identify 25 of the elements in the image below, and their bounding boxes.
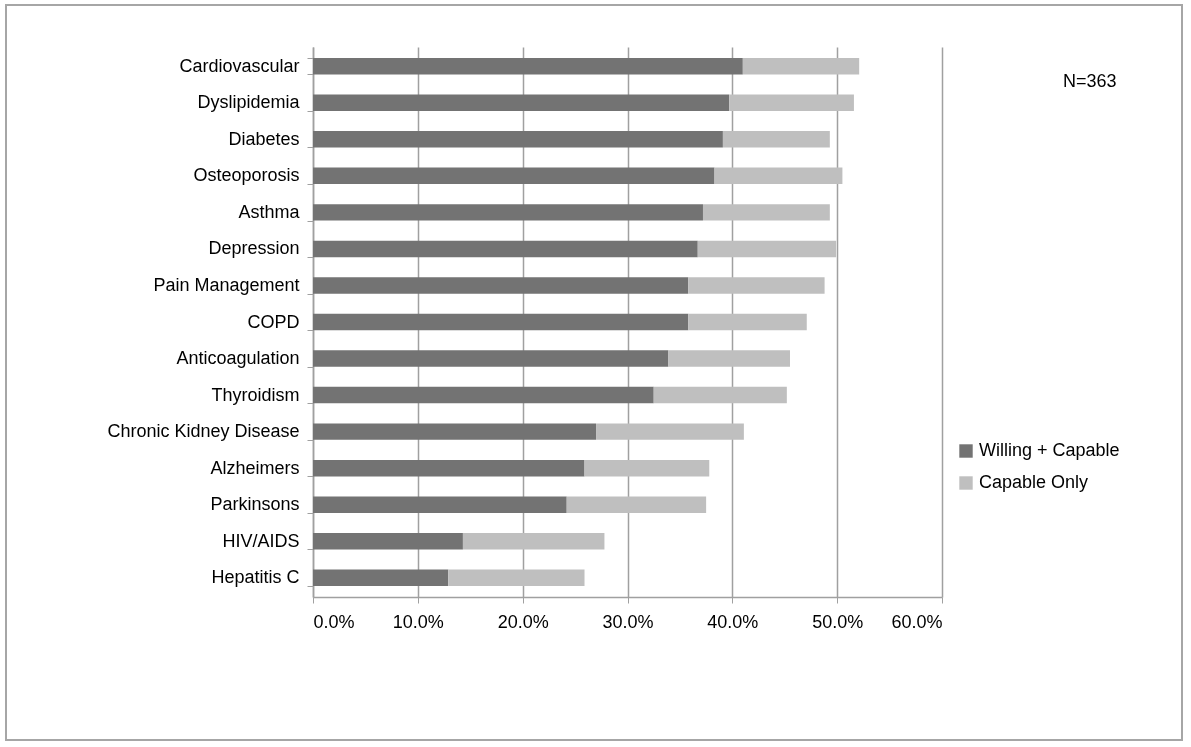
y-tick-label: Anticoagulation — [176, 348, 300, 369]
x-tick-label: 60.0% — [891, 611, 943, 632]
y-tick-label: Parkinsons — [210, 494, 300, 515]
y-tick-label: Cardiovascular — [179, 55, 300, 76]
y-tick-label: Depression — [208, 238, 300, 259]
y-tick-label: Dyslipidemia — [197, 92, 301, 113]
x-tick-label: 10.0% — [392, 611, 444, 632]
y-tick-label: Thyroidism — [211, 384, 300, 405]
legend-label: Capable Only — [979, 472, 1089, 492]
text: N=363 — [1063, 71, 1117, 91]
y-tick-label: Osteoporosis — [193, 165, 300, 186]
x-tick-label: 50.0% — [812, 611, 864, 632]
legend-label: Willing + Capable — [979, 440, 1120, 460]
y-tick-label: Pain Management — [153, 274, 300, 295]
y-tick-label: Chronic Kidney Disease — [107, 421, 300, 442]
y-tick-label: Hepatitis C — [211, 567, 300, 588]
y-tick-label: Alzheimers — [210, 457, 300, 478]
x-tick-label: 0.0% — [313, 611, 355, 632]
y-tick-label: Diabetes — [228, 128, 300, 149]
x-tick-label: 30.0% — [602, 611, 654, 632]
y-tick-label: COPD — [247, 311, 300, 332]
y-tick-label: HIV/AIDS — [222, 530, 300, 551]
x-tick-label: 20.0% — [497, 611, 549, 632]
x-tick-label: 40.0% — [707, 611, 759, 632]
y-tick-label: Asthma — [238, 201, 301, 222]
